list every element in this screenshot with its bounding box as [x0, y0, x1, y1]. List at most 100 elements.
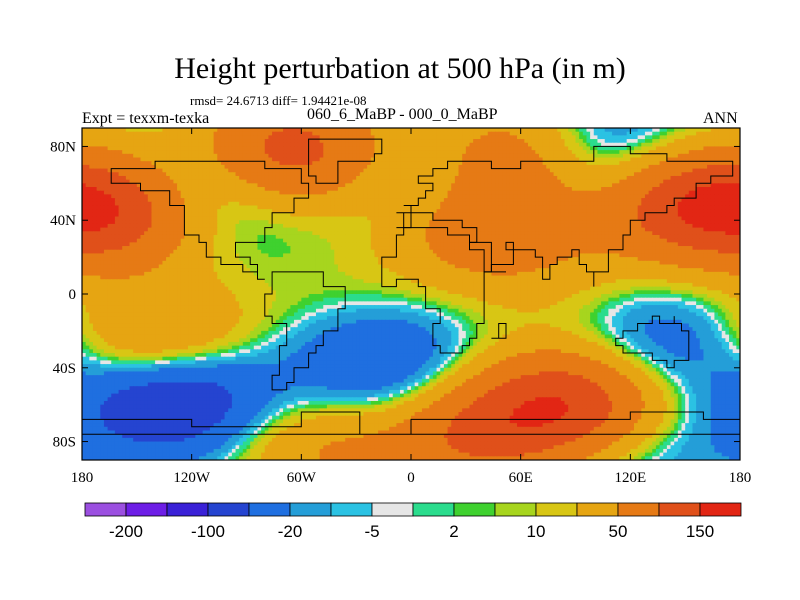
- field-cell: [732, 205, 737, 210]
- field-cell: [465, 205, 470, 210]
- field-cell: [509, 179, 514, 184]
- field-cell: [213, 135, 218, 140]
- field-cell: [242, 175, 247, 181]
- field-cell: [111, 161, 116, 166]
- field-cell: [217, 161, 222, 166]
- field-cell: [184, 194, 189, 199]
- field-cell: [118, 153, 123, 159]
- field-cell: [652, 172, 657, 177]
- field-cell: [553, 131, 558, 136]
- field-cell: [374, 205, 379, 210]
- field-cell: [637, 187, 642, 192]
- field-cell: [670, 201, 675, 206]
- field-cell: [177, 131, 182, 136]
- field-cell: [122, 190, 127, 195]
- field-cell: [283, 183, 288, 188]
- field-cell: [290, 153, 295, 159]
- field-cell: [586, 216, 591, 221]
- field-cell: [378, 183, 383, 188]
- field-cell: [674, 168, 679, 173]
- field-cell: [133, 135, 138, 140]
- field-cell: [593, 150, 598, 155]
- field-cell: [579, 216, 584, 221]
- field-cell: [663, 150, 668, 155]
- field-cell: [469, 216, 474, 221]
- field-cell: [188, 172, 193, 177]
- field-cell: [517, 131, 522, 136]
- field-cell: [626, 187, 631, 192]
- field-cell: [180, 198, 185, 203]
- field-cell: [213, 201, 218, 206]
- field-cell: [235, 161, 240, 166]
- field-cell: [198, 205, 204, 210]
- field-cell: [579, 139, 584, 144]
- field-cell: [520, 198, 525, 203]
- field-cell: [82, 201, 87, 206]
- field-cell: [363, 139, 368, 144]
- field-cell: [363, 161, 368, 166]
- field-cell: [476, 153, 481, 159]
- field-cell: [370, 209, 375, 214]
- field-cell: [89, 168, 94, 173]
- field-cell: [177, 212, 182, 218]
- field-cell: [440, 153, 445, 159]
- field-cell: [103, 157, 109, 162]
- field-cell: [542, 142, 547, 147]
- field-cell: [655, 201, 661, 206]
- field-cell: [177, 201, 182, 206]
- field-cell: [133, 172, 138, 177]
- field-cell: [114, 227, 120, 232]
- field-cell: [597, 172, 602, 177]
- field-cell: [564, 198, 569, 203]
- field-cell: [213, 142, 218, 147]
- field-cell: [447, 172, 452, 177]
- field-cell: [337, 146, 343, 151]
- field-cell: [92, 161, 98, 166]
- field-cell: [655, 157, 661, 162]
- field-cell: [608, 139, 613, 144]
- field-cell: [586, 205, 591, 210]
- field-cell: [568, 131, 573, 136]
- field-cell: [688, 179, 693, 184]
- field-cell: [220, 201, 226, 206]
- field-cell: [389, 175, 394, 181]
- field-cell: [173, 164, 178, 170]
- field-cell: [560, 175, 566, 181]
- field-cell: [714, 205, 719, 210]
- field-cell: [476, 194, 481, 199]
- field-cell: [85, 139, 90, 144]
- field-cell: [630, 209, 635, 214]
- field-cell: [352, 161, 357, 166]
- field-cell: [231, 175, 237, 181]
- field-cell: [557, 220, 562, 225]
- field-cell: [674, 146, 679, 151]
- field-cell: [535, 201, 540, 206]
- field-cell: [166, 198, 171, 203]
- field-cell: [421, 198, 427, 203]
- field-cell: [169, 131, 174, 136]
- field-cell: [136, 190, 141, 195]
- field-cell: [615, 153, 620, 159]
- field-cell: [301, 175, 306, 181]
- field-cell: [253, 198, 258, 203]
- field-cell: [144, 131, 149, 136]
- field-cell: [473, 128, 478, 133]
- field-cell: [103, 153, 109, 159]
- field-cell: [590, 172, 595, 177]
- field-cell: [315, 179, 321, 184]
- field-cell: [495, 161, 500, 166]
- field-cell: [655, 135, 661, 140]
- field-cell: [151, 227, 156, 232]
- field-cell: [235, 146, 240, 151]
- field-cell: [480, 161, 485, 166]
- field-cell: [162, 187, 167, 192]
- field-cell: [133, 142, 138, 147]
- field-cell: [228, 150, 233, 155]
- field-cell: [158, 128, 163, 133]
- field-cell: [685, 194, 690, 199]
- field-cell: [670, 161, 675, 166]
- field-cell: [107, 227, 112, 232]
- field-cell: [432, 179, 438, 184]
- field-cell: [96, 168, 101, 173]
- field-cell: [623, 205, 628, 210]
